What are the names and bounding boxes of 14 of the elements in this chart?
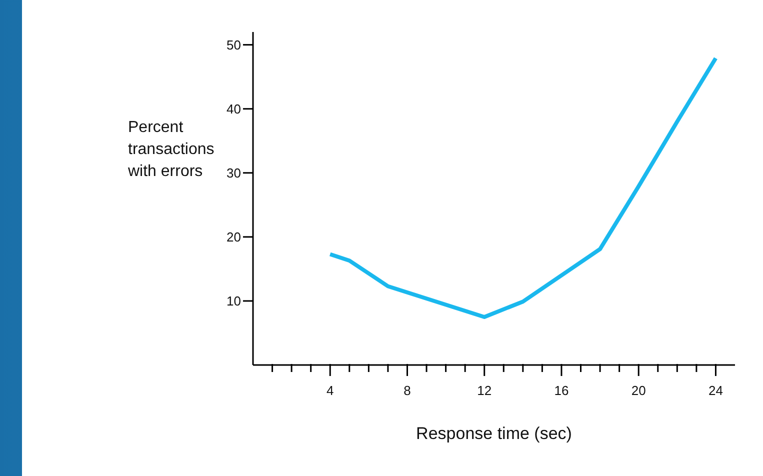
x-tick-label: 8 xyxy=(404,383,411,398)
y-tick-label: 50 xyxy=(226,37,241,52)
y-tick-label: 10 xyxy=(226,294,241,309)
y-tick-label: 40 xyxy=(226,101,241,116)
x-tick-label: 20 xyxy=(631,383,646,398)
line-series xyxy=(328,56,718,319)
x-axis-title: Response time (sec) xyxy=(415,424,573,444)
y-tick-label: 30 xyxy=(226,166,241,180)
x-tick-label: 4 xyxy=(326,383,334,398)
x-tick-label: 24 xyxy=(708,383,723,398)
x-tick-label: 16 xyxy=(554,383,569,398)
y-axis-title: Percent transactions with errors xyxy=(128,119,214,180)
y-tick-label: 20 xyxy=(226,230,241,245)
x-tick-label: 12 xyxy=(477,383,492,398)
